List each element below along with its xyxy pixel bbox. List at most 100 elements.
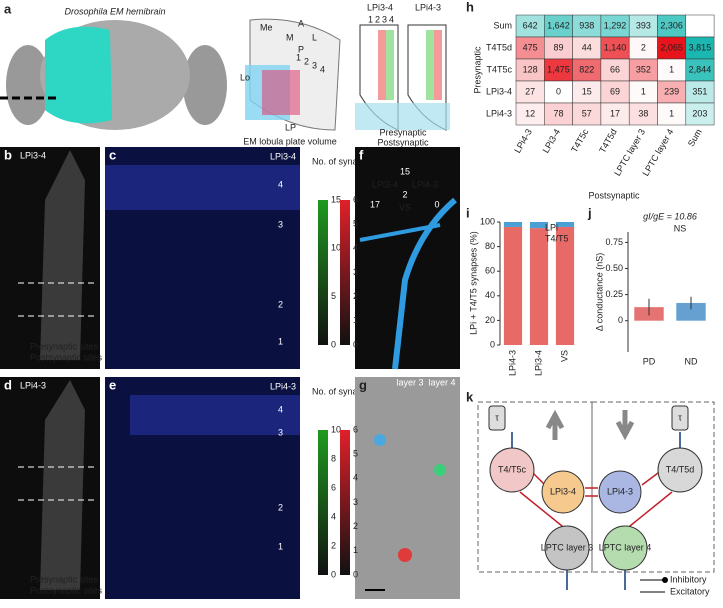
neuron-render: [40, 150, 85, 360]
colorbar-tick: 5: [331, 291, 336, 301]
cell-type: LPi4-3: [415, 2, 441, 12]
cell-type: VS: [399, 202, 411, 212]
colorbar-tick: 10: [331, 424, 341, 434]
colorbar: [318, 430, 328, 575]
y-tick-label: 100: [480, 216, 495, 226]
cell-type: LPi4-3: [412, 179, 438, 189]
value-label: 1: [669, 64, 674, 74]
colorbar-tick: 3: [353, 267, 358, 277]
layer-number: 2: [304, 56, 309, 66]
x-tick-label: ND: [685, 356, 698, 366]
layer-number: 1: [278, 336, 283, 346]
y-axis-title: Δ conductance (nS): [594, 253, 604, 332]
panel-label: e: [109, 377, 116, 392]
colorbar-title: No. of synapses: [312, 386, 377, 396]
value-label: 128: [523, 64, 538, 74]
bar-segment: [529, 222, 549, 229]
layer-number: 4: [278, 404, 283, 414]
delay-label: τ: [678, 412, 682, 422]
value-label: 1,140: [604, 42, 627, 52]
layer-number: 2: [278, 299, 283, 309]
colorbar: [340, 430, 350, 575]
legend-pre: Presynaptic sites: [30, 574, 99, 584]
circuit-diagram: [477, 401, 715, 590]
colorbar-tick: 1: [353, 315, 358, 325]
x-tick-label: LPTC layer 4: [641, 127, 676, 177]
y-tick-label: 0.50: [605, 263, 623, 273]
value-label: 44: [582, 42, 592, 52]
legend-text: Inhibitory: [670, 574, 707, 584]
significance: NS: [674, 223, 687, 233]
layer-number: 4: [320, 64, 325, 74]
x-tick-label: Sum: [686, 127, 704, 148]
density-map: [130, 395, 300, 435]
value-label: 3,815: [689, 42, 712, 52]
legend-text: LPi: [545, 222, 558, 232]
x-tick-label: T4T5c: [569, 127, 591, 155]
value-label: 66: [610, 64, 620, 74]
delay-label: τ: [495, 412, 499, 422]
x-tick-label: LPi3-4: [541, 127, 563, 155]
layer-number: 2: [278, 502, 283, 512]
value-label: 78: [553, 108, 563, 118]
legend-pre: Presynaptic sites: [30, 341, 99, 351]
layer-number: 3: [312, 60, 317, 70]
panel-label: g: [359, 377, 367, 392]
colorbar-tick: 1: [353, 545, 358, 555]
colorbar-title: No. of synapses: [312, 156, 377, 166]
layer-number: 1: [296, 52, 301, 62]
annotation: gI/gE = 10.86: [643, 211, 697, 221]
bar-segment: [503, 226, 523, 345]
node-label: LPTC layer 3: [541, 542, 594, 552]
colorbar-tick: 4: [353, 243, 358, 253]
neuron-node: [489, 447, 535, 493]
node-label: LPi3-4: [550, 486, 576, 496]
value-label: 2,065: [660, 42, 683, 52]
colorbar-tick: 0: [353, 339, 358, 349]
value-label: 27: [525, 86, 535, 96]
volume-label: EM lobula plate volume: [243, 136, 337, 146]
value-label: 351: [692, 86, 707, 96]
value-label: 393: [636, 20, 651, 30]
bar-segment: [555, 222, 575, 227]
value-label: 1,642: [547, 20, 570, 30]
colorbar: [340, 200, 350, 345]
value-label: 0: [556, 86, 561, 96]
colorbar-tick: 2: [331, 540, 336, 550]
synapse-count: 17: [370, 199, 380, 209]
em-image: [355, 377, 460, 599]
value-label: 12: [525, 108, 535, 118]
node-label: T4/T5d: [666, 464, 695, 474]
value-label: 1: [641, 86, 646, 96]
y-tick-label: LPi3-4: [486, 86, 512, 96]
compass: P: [298, 44, 304, 54]
value-label: 822: [579, 64, 594, 74]
value-label: 69: [610, 86, 620, 96]
panel-label: h: [466, 0, 474, 14]
compass: A: [298, 18, 304, 28]
colorbar-tick: 4: [331, 511, 336, 521]
x-tick-label: VS: [559, 350, 569, 362]
colorbar: [318, 200, 328, 345]
colorbar-tick: 15: [331, 194, 341, 204]
colorbar-tick: 0: [331, 339, 336, 349]
legend-post: Postsynaptic sites: [30, 352, 103, 362]
node-label: T4/T5c: [498, 464, 527, 474]
value-label: 642: [523, 20, 538, 30]
colorbar-tick: 2: [353, 521, 358, 531]
bar-segment: [503, 222, 523, 227]
x-tick-label: T4T5d: [597, 127, 619, 155]
legend-post: Postsynaptic: [377, 137, 429, 147]
value-label: 89: [553, 42, 563, 52]
vs-neuron: [392, 197, 457, 370]
layer-number: 4: [278, 179, 283, 189]
synapse-count: 0: [434, 199, 439, 209]
y-tick-label: 80: [485, 241, 495, 251]
x-tick-label: LPi3-4: [533, 350, 543, 376]
value-label: 1: [669, 108, 674, 118]
synapse-count: 15: [400, 166, 410, 176]
layer-number: 3: [278, 219, 283, 229]
lobula-plate-diagram: [245, 18, 341, 131]
value-label: 2,306: [660, 20, 683, 30]
